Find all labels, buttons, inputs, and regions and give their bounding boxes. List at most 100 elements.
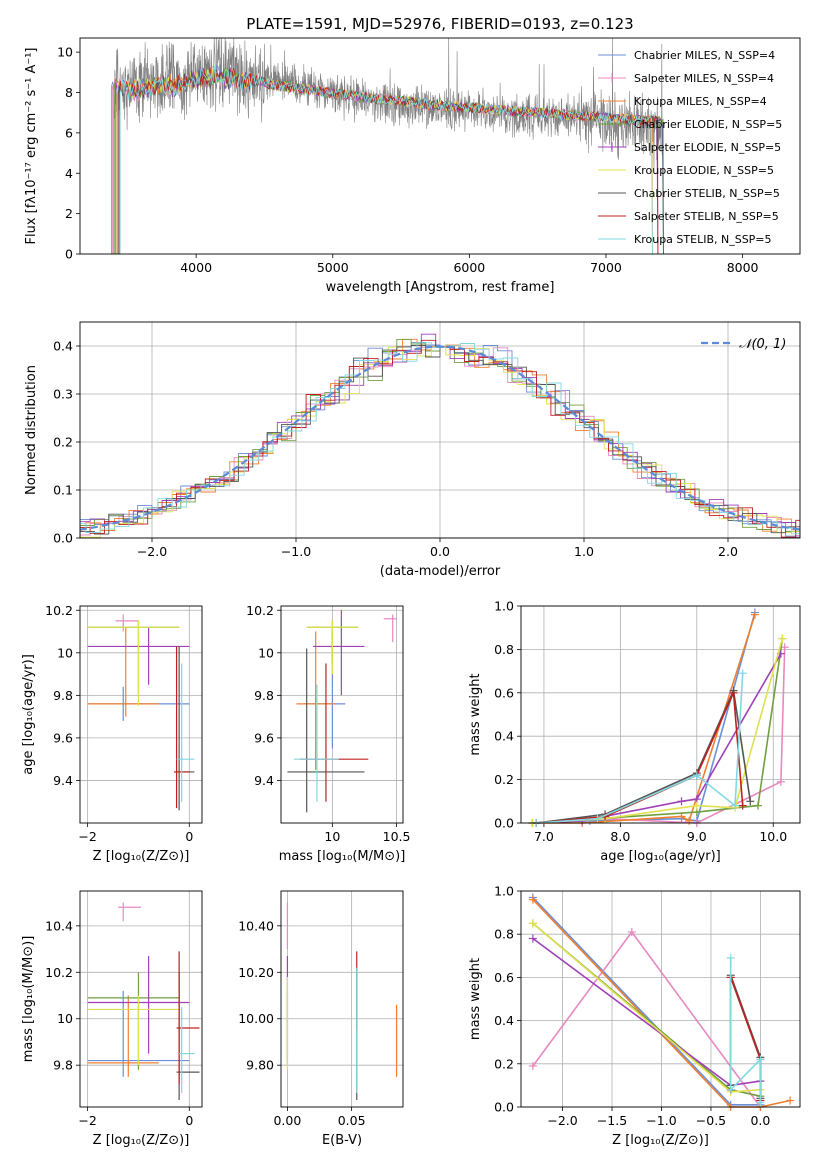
x-tick-label: 4000	[180, 260, 212, 275]
weight-line	[532, 647, 786, 824]
figure-title: PLATE=1591, MJD=52976, FIBERID=0193, z=0…	[246, 15, 633, 33]
y-tick-label: 10.2	[246, 603, 274, 618]
weight-series	[726, 953, 765, 1107]
y-tick-label: 10	[258, 645, 274, 660]
weight-line	[532, 638, 784, 824]
axes-frame	[79, 605, 203, 824]
y-tick-label: 10.00	[238, 1011, 274, 1026]
y-tick-label: 10.2	[45, 603, 73, 618]
x-tick-label: 7000	[590, 260, 622, 275]
x-tick-label: −1.0	[646, 1113, 676, 1128]
y-axis-label: mass weight	[468, 958, 483, 1040]
weight-line	[536, 692, 744, 824]
y-tick-label: 0.4	[494, 729, 514, 744]
weight-line	[532, 922, 761, 1093]
y-tick-label: 9.4	[254, 773, 274, 788]
y-tick-label: 10	[57, 1011, 73, 1026]
x-tick-label: −2.0	[137, 544, 167, 559]
data-point	[300, 663, 369, 802]
data-point	[118, 902, 141, 922]
legend-label: Kroupa MILES, N_SSP=4	[634, 95, 767, 108]
x-tick-label: 0.05	[338, 1113, 366, 1128]
legend-label: Salpeter MILES, N_SSP=4	[634, 72, 774, 85]
y-tick-label: 8	[65, 85, 73, 100]
x-tick-label: −2	[78, 829, 96, 844]
y-tick-label: 10.40	[238, 918, 274, 933]
x-axis-label: wavelength [Angstrom, rest frame]	[326, 280, 555, 295]
weight-line	[532, 937, 761, 1087]
x-axis-label: Z [log₁₀(Z/Z⊙)]	[93, 849, 190, 864]
x-tick-label: −0.5	[696, 1113, 726, 1128]
data-point	[87, 620, 180, 696]
x-tick-label: 0	[185, 829, 193, 844]
y-tick-label: 9.80	[246, 1058, 274, 1073]
data-point	[176, 663, 195, 802]
x-tick-label: −1.0	[281, 544, 311, 559]
data-point	[87, 627, 159, 717]
legend-label: Kroupa STELIB, N_SSP=5	[634, 233, 772, 246]
y-tick-label: 0.8	[494, 927, 514, 942]
x-tick-label: 8.0	[610, 829, 630, 844]
x-tick-label: 2.0	[718, 544, 738, 559]
weight-line	[536, 687, 752, 824]
legend-label: 𝒩(0, 1)	[739, 337, 786, 352]
data-point	[304, 631, 346, 749]
residual-histogram	[80, 346, 800, 538]
data-point	[176, 951, 200, 1084]
x-tick-label: 0	[185, 1113, 193, 1128]
y-tick-label: 10.20	[238, 965, 274, 980]
legend-label: Chabrier ELODIE, N_SSP=5	[634, 118, 782, 131]
y-tick-label: 9.6	[53, 730, 73, 745]
weight-series	[528, 919, 765, 1096]
x-axis-label: age [log₁₀(age/yr)]	[600, 849, 721, 864]
y-tick-label: 9.8	[53, 688, 73, 703]
axes-frame	[280, 890, 404, 1108]
weight-line	[532, 922, 761, 1097]
weight-series	[528, 919, 765, 1101]
y-tick-label: 0.0	[53, 531, 73, 546]
legend-label: Salpeter ELODIE, N_SSP=5	[634, 141, 781, 154]
axes-frame	[520, 605, 801, 824]
x-tick-label: 0.0	[750, 1113, 770, 1128]
data-point	[296, 631, 335, 770]
y-axis-label: Normed distribution	[24, 365, 39, 495]
y-tick-label: 0.2	[494, 772, 514, 787]
y-tick-label: 10.2	[45, 965, 73, 980]
data-point	[87, 620, 180, 706]
y-tick-label: 0.0	[494, 1100, 514, 1115]
weight-line	[729, 974, 762, 1099]
x-tick-label: 0.0	[430, 544, 450, 559]
age-vs-Z-axes: −2 0 9.4 9.6 9.8 10 10.2 Z [log₁₀(Z/Z⊙)] age [lo…	[21, 603, 202, 864]
data-point	[313, 610, 365, 696]
legend-label: Salpeter STELIB, N_SSP=5	[634, 210, 779, 223]
spectrum-data-line	[113, 38, 664, 169]
weight-line	[536, 653, 782, 824]
axes-frame	[520, 890, 801, 1108]
legend-label: Chabrier MILES, N_SSP=4	[634, 49, 775, 62]
axes-frame	[280, 605, 404, 824]
axes-frame	[79, 321, 801, 539]
y-tick-label: 0	[65, 247, 73, 262]
mass-vs-EBV-axes: 0.00 0.05 9.80 10.00 10.20 10.40 E(B-V)	[238, 891, 403, 1148]
data-point	[383, 614, 397, 643]
mass-weight-vs-Z-axes: −2.0 −1.5 −1.0 −0.5 0.0 0.0 0.2 0.4 0.6 0.8 1.0 Z […	[468, 884, 800, 1148]
axes-frame	[79, 890, 203, 1108]
weight-line	[532, 638, 784, 824]
y-tick-label: 0.4	[53, 339, 73, 354]
y-tick-label: 0.0	[494, 816, 514, 831]
spectrum-model-line	[119, 65, 653, 254]
x-axis-label: Z [log₁₀(Z/Z⊙)]	[93, 1133, 190, 1148]
x-tick-label: −1.5	[597, 1113, 627, 1128]
weight-line	[532, 896, 761, 1106]
x-tick-label: −2.0	[547, 1113, 577, 1128]
y-tick-label: 1.0	[494, 599, 514, 614]
data-point	[176, 972, 200, 1101]
age-vs-mass-axes: 10 10.5 9.4 9.6 9.8 10 10.2 mass [log₁₀(M/M⊙)]	[246, 603, 410, 864]
y-tick-label: 0.4	[494, 1013, 514, 1028]
y-tick-label: 0.3	[53, 387, 73, 402]
y-tick-label: 0.6	[494, 685, 514, 700]
x-tick-label: 10	[324, 829, 340, 844]
y-tick-label: 9.6	[254, 730, 274, 745]
x-axis-label: Z [log₁₀(Z/Z⊙)]	[612, 1133, 709, 1148]
gaussian-curve	[79, 345, 801, 531]
